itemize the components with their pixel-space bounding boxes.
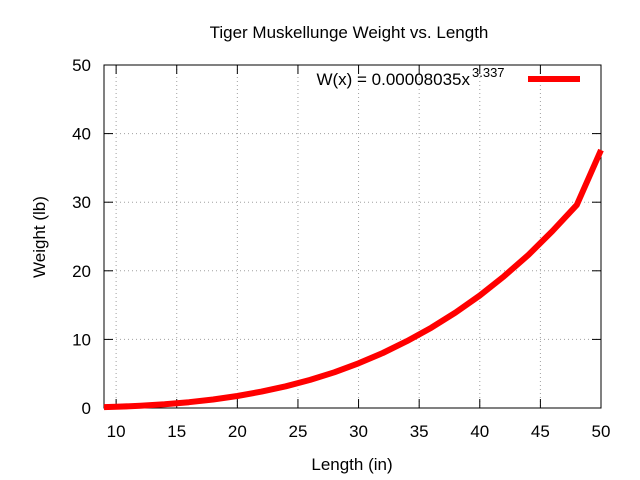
series-line — [103, 148, 604, 411]
x-tick-label: 50 — [592, 422, 611, 441]
x-tick-label: 15 — [167, 422, 186, 441]
x-axis-label: Length (in) — [311, 455, 392, 474]
y-tick-label: 20 — [72, 262, 91, 281]
chart-title: Tiger Muskellunge Weight vs. Length — [210, 23, 489, 42]
x-tick-label: 10 — [107, 422, 126, 441]
plot-frame — [103, 64, 602, 409]
x-tick-label: 40 — [470, 422, 489, 441]
grid — [104, 65, 601, 408]
y-tick-label: 50 — [72, 56, 91, 75]
x-tick-label: 30 — [349, 422, 368, 441]
legend-label: W(x) = 0.00008035x — [316, 70, 470, 89]
y-tick-label: 30 — [72, 193, 91, 212]
y-axis-label: Weight (lb) — [30, 196, 49, 278]
y-tick-label: 10 — [72, 330, 91, 349]
axis-ticks — [104, 64, 602, 409]
series-group — [103, 148, 604, 411]
legend: W(x) = 0.00008035x 3.337 — [316, 65, 580, 89]
legend-exponent: 3.337 — [472, 65, 505, 80]
tick-labels: 10 15 20 25 30 35 40 45 50 0 10 20 30 40 50 — [72, 56, 610, 441]
x-tick-label: 35 — [410, 422, 429, 441]
x-tick-label: 25 — [288, 422, 307, 441]
y-tick-label: 0 — [82, 399, 91, 418]
x-tick-label: 20 — [228, 422, 247, 441]
x-tick-label: 45 — [531, 422, 550, 441]
y-tick-label: 40 — [72, 125, 91, 144]
